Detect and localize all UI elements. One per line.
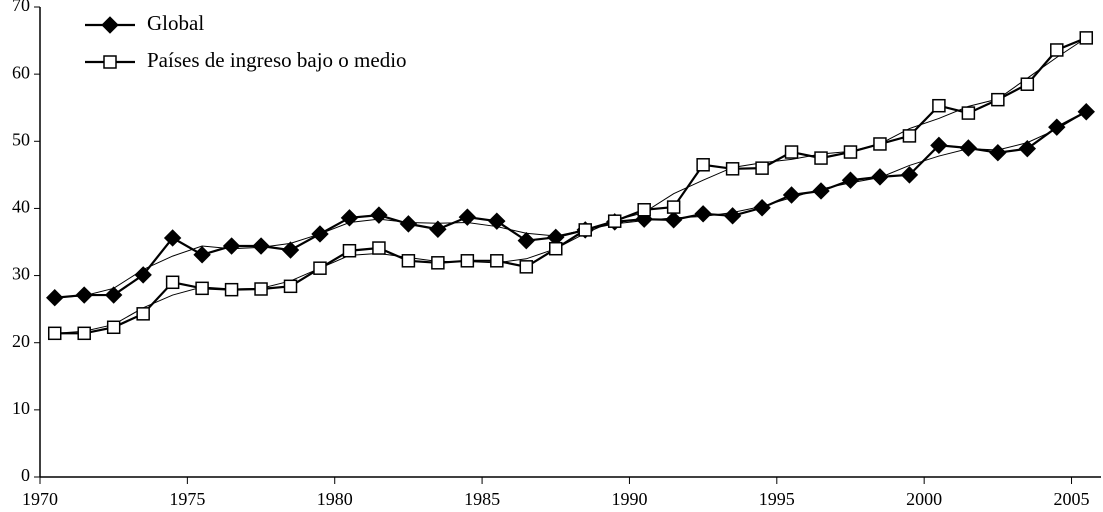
data-point: [458, 208, 477, 226]
data-point: [782, 186, 801, 204]
data-point: [814, 151, 828, 165]
data-point: [313, 261, 327, 275]
legend-label: Países de ingreso bajo o medio: [147, 48, 407, 72]
x-tick-label: 2000: [906, 489, 942, 509]
data-point: [165, 275, 180, 290]
data-point: [342, 243, 357, 258]
data-point: [460, 254, 475, 268]
data-point: [431, 256, 445, 270]
data-point: [723, 207, 742, 225]
data-point: [517, 231, 535, 250]
data-point: [193, 246, 211, 264]
data-point: [1077, 103, 1095, 121]
data-point: [871, 168, 889, 186]
data-point: [106, 320, 121, 335]
legend-marker: [103, 55, 117, 69]
data-point: [104, 286, 123, 304]
data-point: [959, 139, 978, 157]
data-point: [637, 203, 651, 217]
x-tick-label: 1975: [169, 489, 205, 509]
data-point: [488, 212, 506, 230]
data-point: [900, 166, 919, 184]
x-tick-label: 1995: [759, 489, 795, 509]
data-point: [666, 200, 681, 214]
y-tick-label: 0: [21, 465, 30, 485]
data-point: [607, 214, 622, 228]
data-point: [46, 289, 64, 307]
data-point: [401, 254, 416, 268]
data-point: [136, 307, 150, 321]
y-tick-label: 30: [12, 264, 30, 284]
data-point: [519, 260, 534, 274]
data-point: [252, 237, 270, 255]
data-point: [812, 182, 830, 200]
data-point: [841, 171, 860, 189]
legend-marker: [101, 16, 119, 34]
data-point: [195, 281, 209, 296]
series-line: [54, 36, 1087, 335]
data-point: [664, 211, 683, 229]
data-point: [932, 98, 946, 113]
data-point: [753, 199, 771, 217]
data-point: [989, 143, 1007, 162]
data-point: [1050, 43, 1064, 57]
x-tick-label: 1990: [611, 489, 647, 509]
data-point: [784, 145, 799, 159]
data-point: [1079, 31, 1094, 45]
data-point: [340, 209, 359, 227]
data-point: [1018, 139, 1037, 158]
data-point: [370, 206, 388, 224]
data-point: [930, 136, 948, 155]
series-line: [54, 110, 1087, 299]
legend-label: Global: [147, 11, 204, 35]
y-tick-label: 40: [12, 197, 30, 217]
data-point: [696, 158, 710, 172]
data-point: [77, 326, 91, 341]
data-point: [163, 229, 182, 247]
data-point: [902, 129, 917, 143]
data-point: [372, 241, 386, 255]
data-point: [694, 205, 712, 223]
y-tick-label: 60: [12, 62, 30, 82]
data-point: [490, 254, 504, 268]
data-point: [399, 215, 418, 233]
data-point: [725, 162, 740, 176]
data-point: [873, 137, 887, 151]
data-point: [1048, 118, 1066, 136]
data-point: [578, 223, 592, 237]
data-point: [755, 161, 769, 175]
x-tick-label: 1985: [464, 489, 500, 509]
x-tick-label: 1980: [317, 489, 353, 509]
data-point: [222, 237, 241, 255]
data-point: [549, 241, 563, 256]
data-point: [254, 282, 268, 296]
x-tick-label: 2005: [1054, 489, 1090, 509]
y-tick-label: 70: [12, 0, 30, 15]
y-tick-label: 50: [12, 129, 30, 149]
trend-line: [54, 111, 1087, 299]
data-point: [134, 266, 152, 284]
data-point: [75, 286, 93, 304]
data-point: [429, 220, 447, 238]
y-tick-label: 10: [12, 398, 30, 418]
x-tick-label: 1970: [22, 489, 58, 509]
data-point: [1020, 77, 1035, 91]
y-tick-label: 20: [12, 331, 30, 351]
data-point: [991, 92, 1005, 107]
data-point: [843, 145, 858, 159]
data-point: [283, 279, 298, 294]
data-point: [311, 225, 329, 243]
data-point: [224, 282, 239, 297]
data-point: [281, 241, 300, 259]
data-point: [961, 106, 976, 120]
data-point: [47, 326, 62, 341]
